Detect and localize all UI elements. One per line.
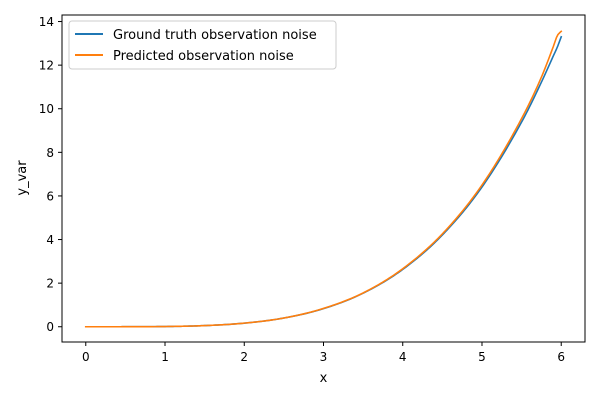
series-layer <box>84 30 563 328</box>
legend-label-ground-truth: Ground truth observation noise <box>113 28 317 43</box>
y-axis-label: y_var <box>15 160 30 196</box>
legend-box <box>68 20 337 70</box>
x-tick-label: 0 <box>82 350 90 364</box>
series-line-predicted <box>84 30 563 328</box>
legend-label-predicted: Predicted observation noise <box>113 49 294 64</box>
y-tick-label: 4 <box>46 233 54 247</box>
legend: Ground truth observation noise Predicted… <box>68 20 337 70</box>
y-tick-label: 2 <box>46 277 54 291</box>
x-tick-label: 2 <box>240 350 248 364</box>
x-tick-label: 6 <box>557 350 565 364</box>
y-tick-label: 8 <box>46 146 54 160</box>
x-tick-label: 3 <box>320 350 328 364</box>
y-tick-label: 6 <box>46 189 54 203</box>
y-axis-ticks: 0 2 4 6 8 10 12 14 <box>39 15 62 334</box>
y-tick-label: 14 <box>39 15 54 29</box>
x-tick-label: 1 <box>161 350 169 364</box>
x-axis-label: x <box>320 371 328 386</box>
y-tick-label: 12 <box>39 59 54 73</box>
x-tick-label: 5 <box>478 350 486 364</box>
y-tick-label: 0 <box>46 320 54 334</box>
x-axis-ticks: 0 1 2 3 4 5 6 <box>82 342 565 364</box>
x-tick-label: 4 <box>399 350 407 364</box>
y-tick-label: 10 <box>39 102 54 116</box>
